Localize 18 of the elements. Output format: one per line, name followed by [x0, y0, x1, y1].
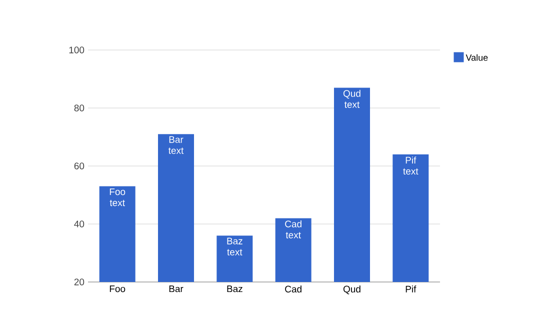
data-label: Cad text [285, 220, 302, 238]
y-tick-label: 80 [74, 104, 84, 112]
data-label: Pif text [403, 156, 418, 175]
legend-label: Value [466, 54, 488, 61]
y-tick-label: 100 [69, 46, 84, 54]
y-tick-label: 20 [74, 278, 84, 286]
x-tick-label: Baz [227, 286, 242, 292]
y-tick-label: 60 [74, 162, 84, 170]
data-label: Foo text [110, 188, 126, 206]
data-label: Qud text [343, 90, 360, 108]
x-tick-label: Cad [285, 286, 302, 292]
data-label: Bar text [168, 136, 184, 154]
x-tick-label: Bar [169, 286, 184, 292]
y-tick-label: 40 [74, 220, 84, 228]
x-tick-label: Qud [343, 286, 360, 294]
data-label: Baz text [227, 238, 242, 256]
x-tick-label: Foo [110, 286, 126, 292]
x-tick-label: Pif [406, 286, 416, 292]
